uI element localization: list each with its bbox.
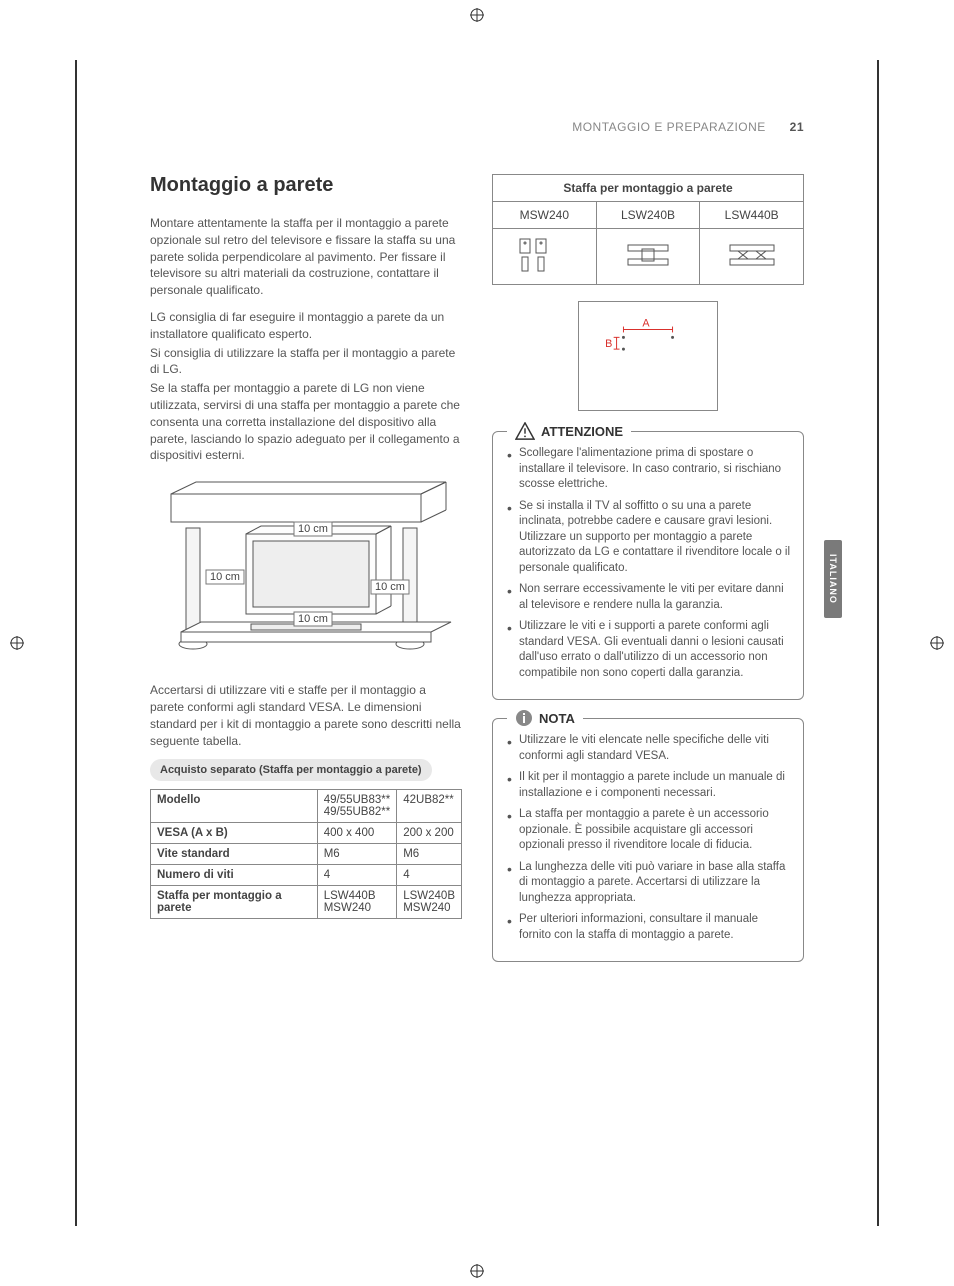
language-tab: ITALIANO [824,540,842,618]
spec-r2-c2: 4 [397,865,462,886]
section-title: MONTAGGIO E PREPARAZIONE [572,120,766,134]
intro-para-1: Montare attentamente la staffa per il mo… [150,215,462,299]
attention-item: Non serrare eccessivamente le viti per e… [505,582,791,613]
spec-r0-c1: 400 x 400 [317,823,397,844]
spec-r3-c2: LSW240B MSW240 [397,886,462,919]
bracket-col-1: LSW240B [596,202,700,229]
bracket-img-0 [493,229,597,285]
attention-title: ATTENZIONE [541,424,623,439]
spec-r2-c1: 4 [317,865,397,886]
note-title: NOTA [539,711,575,726]
spec-r0-c2: 200 x 200 [397,823,462,844]
spec-r0-h: VESA (A x B) [151,823,318,844]
dim-right: 10 cm [375,581,405,593]
note-item: Utilizzare le viti elencate nelle specif… [505,733,791,764]
after-diagram-text: Accertarsi di utilizzare viti e staffe p… [150,682,462,749]
intro-para-3: Si consiglia di utilizzare la staffa per… [150,345,462,379]
bracket-img-1 [596,229,700,285]
crop-mark-top [470,8,484,22]
spec-table: Modello 49/55UB83** 49/55UB82** 42UB82**… [150,789,462,919]
note-box: NOTA Utilizzare le viti elencate nelle s… [492,718,804,962]
crop-mark-left [10,636,24,650]
spec-r2-h: Numero di viti [151,865,318,886]
intro-para-2: LG consiglia di far eseguire il montaggi… [150,309,462,343]
note-item: Per ulteriori informazioni, consultare i… [505,912,791,943]
note-item: La lunghezza delle viti può variare in b… [505,860,791,907]
attention-item: Se si installa il TV al soffitto o su un… [505,499,791,577]
page-number: 21 [790,120,804,134]
spec-r1-c2: M6 [397,844,462,865]
dim-bottom: 10 cm [298,613,328,625]
attention-item: Scollegare l'alimentazione prima di spos… [505,446,791,493]
note-icon [515,709,533,727]
bracket-img-2 [700,229,804,285]
spec-h-col1: 49/55UB83** 49/55UB82** [317,790,397,823]
purchase-separate-label: Acquisto separato (Staffa per montaggio … [150,759,432,781]
bracket-table: Staffa per montaggio a parete MSW240 LSW… [492,174,804,285]
page-content: MONTAGGIO E PREPARAZIONE 21 Montaggio a … [150,120,804,1226]
spec-r3-h: Staffa per montaggio a parete [151,886,318,919]
bracket-col-0: MSW240 [493,202,597,229]
page-header: MONTAGGIO E PREPARAZIONE 21 [150,120,804,134]
attention-item: Utilizzare le viti e i supporti a parete… [505,619,791,681]
warning-icon [515,422,535,440]
spec-h-col2: 42UB82** [397,790,462,823]
bracket-col-2: LSW440B [700,202,804,229]
note-item: Il kit per il montaggio a parete include… [505,770,791,801]
attention-box: ATTENZIONE Scollegare l'alimentazione pr… [492,431,804,700]
binding-mark-left [75,60,77,1226]
vesa-ab-diagram: A B [578,301,718,411]
main-heading: Montaggio a parete [150,174,462,197]
spec-r1-c1: M6 [317,844,397,865]
label-b: B [605,338,612,350]
spec-r3-c1: LSW440B MSW240 [317,886,397,919]
dim-top: 10 cm [298,523,328,535]
label-a: A [642,318,650,330]
crop-mark-right [930,636,944,650]
note-item: La staffa per montaggio a parete è un ac… [505,807,791,854]
spec-h-model: Modello [151,790,318,823]
crop-mark-bottom [470,1264,484,1278]
left-column: Montaggio a parete Montare attentamente … [150,174,462,980]
wall-mount-diagram: 10 cm 10 cm 10 cm 10 cm [150,474,462,664]
spec-r1-h: Vite standard [151,844,318,865]
binding-mark-right [877,60,879,1226]
intro-para-4: Se la staffa per montaggio a parete di L… [150,380,462,464]
right-column: Staffa per montaggio a parete MSW240 LSW… [492,174,804,980]
bracket-title: Staffa per montaggio a parete [493,175,804,202]
dim-left: 10 cm [210,571,240,583]
